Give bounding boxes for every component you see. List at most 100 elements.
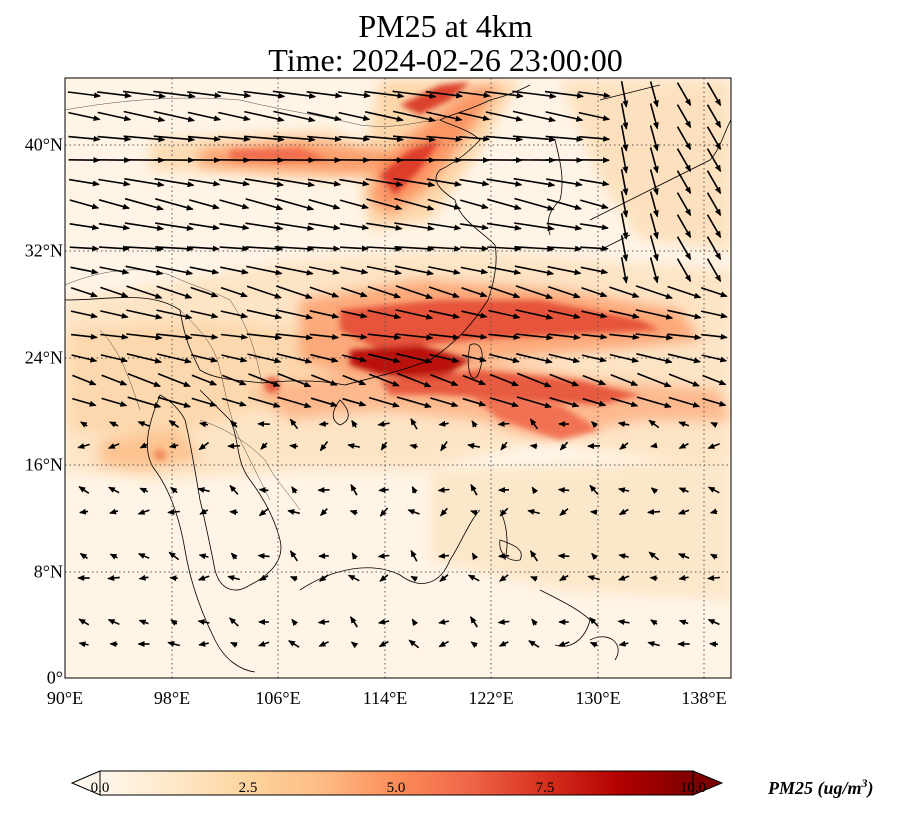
- borders: [65, 97, 441, 511]
- wind-arrow: [274, 222, 315, 232]
- wind-arrow: [648, 551, 660, 561]
- wind-arrow: [351, 552, 358, 560]
- wind-arrow: [339, 223, 370, 231]
- wind-arrow: [578, 135, 611, 142]
- wind-arrow: [650, 619, 658, 626]
- wind-arrow: [462, 374, 487, 386]
- wind-arrow: [610, 397, 639, 408]
- wind-arrow: [190, 286, 219, 298]
- wind-arrow: [72, 397, 97, 407]
- wind-arrow: [395, 333, 434, 341]
- wind-arrow: [248, 373, 281, 387]
- wind-arrow: [620, 257, 629, 284]
- wind-arrow: [579, 223, 609, 231]
- wind-arrow: [364, 135, 404, 143]
- wind-arrow: [649, 213, 659, 240]
- wind-arrow: [155, 265, 194, 276]
- wind-arrow: [306, 91, 343, 99]
- wind-arrow: [429, 353, 460, 363]
- wind-arrow: [70, 266, 99, 275]
- wind-arrow: [307, 111, 342, 122]
- wind-arrow: [460, 266, 489, 275]
- wind-arrow: [338, 91, 371, 99]
- map-frame: [64, 77, 732, 679]
- wind-arrow: [471, 552, 479, 561]
- wind-arrow: [222, 374, 247, 386]
- colorbar-tick: 5.0: [386, 780, 406, 796]
- wind-arrow: [125, 265, 164, 276]
- wind-arrow: [341, 333, 368, 340]
- wind-arrow: [197, 575, 210, 581]
- wind-arrow: [338, 135, 371, 142]
- wind-arrow: [138, 619, 149, 626]
- wind-arrow: [667, 353, 701, 364]
- wind-arrow: [78, 641, 89, 648]
- wind-arrow: [676, 82, 692, 107]
- wind-arrow: [500, 441, 508, 451]
- wind-arrow: [124, 222, 165, 231]
- wind-arrow: [707, 618, 720, 626]
- wind-arrow: [71, 333, 98, 340]
- wind-arrow: [155, 198, 194, 211]
- wind-arrow: [197, 619, 210, 626]
- wind-arrow: [109, 508, 119, 515]
- wind-arrow: [107, 574, 120, 581]
- wind-arrow: [273, 110, 316, 123]
- wind-arrow: [589, 641, 598, 648]
- x-tick-label: 106°E: [255, 688, 301, 708]
- wind-arrow: [702, 397, 727, 407]
- wind-arrow: [460, 245, 489, 252]
- wind-arrow: [706, 170, 722, 195]
- wind-arrow: [156, 333, 193, 341]
- wind-arrow: [218, 178, 250, 187]
- x-tick-label: 138°E: [681, 688, 727, 708]
- wind-arrow: [514, 197, 555, 211]
- wind-arrow: [98, 199, 130, 210]
- wind-arrow: [219, 199, 250, 210]
- wind-arrow: [364, 111, 404, 122]
- wind-arrow: [157, 396, 192, 408]
- wind-arrow: [620, 147, 629, 174]
- wind-arrow: [497, 618, 510, 625]
- wind-arrow: [486, 178, 523, 187]
- wind-arrow: [517, 372, 552, 388]
- wind-arrow: [617, 487, 630, 494]
- wind-arrow: [410, 549, 418, 562]
- wind-arrow: [668, 373, 700, 387]
- wind-arrow: [79, 552, 88, 560]
- wind-arrow: [545, 111, 584, 122]
- colorbar-tick: 7.5: [535, 780, 555, 796]
- wind-arrow: [617, 619, 630, 626]
- wind-arrow: [676, 126, 692, 151]
- wind-arrow: [155, 245, 194, 252]
- wind-arrow: [609, 353, 640, 363]
- x-tick-label: 130°E: [575, 688, 621, 708]
- wind-arrow: [635, 309, 674, 320]
- wind-arrow: [499, 507, 509, 517]
- wind-arrow: [366, 198, 403, 211]
- wind-arrow: [127, 396, 162, 408]
- wind-arrow: [274, 245, 315, 252]
- wind-arrow: [438, 618, 450, 625]
- wind-arrow: [219, 245, 250, 252]
- wind-arrow: [393, 177, 436, 188]
- wind-arrow: [557, 641, 570, 647]
- wind-arrow: [410, 575, 419, 583]
- wind-arrow: [291, 618, 299, 627]
- wind-arrow: [609, 309, 640, 319]
- wind-arrow: [368, 373, 400, 387]
- wind-arrow: [498, 640, 509, 647]
- wind-arrow: [546, 245, 583, 252]
- wind-arrow: [98, 178, 131, 187]
- wind-arrow: [678, 619, 689, 626]
- colorbar-tick: 10.0: [679, 780, 707, 796]
- wind-arrow: [411, 618, 419, 627]
- wind-arrow: [156, 353, 192, 364]
- wind-arrow: [394, 197, 435, 211]
- wind-arrow: [512, 110, 556, 123]
- wind-arrow: [636, 353, 673, 364]
- wind-arrow: [153, 135, 196, 143]
- wind-arrow: [167, 508, 180, 515]
- wind-arrow: [318, 420, 329, 427]
- wind-arrow: [366, 222, 403, 231]
